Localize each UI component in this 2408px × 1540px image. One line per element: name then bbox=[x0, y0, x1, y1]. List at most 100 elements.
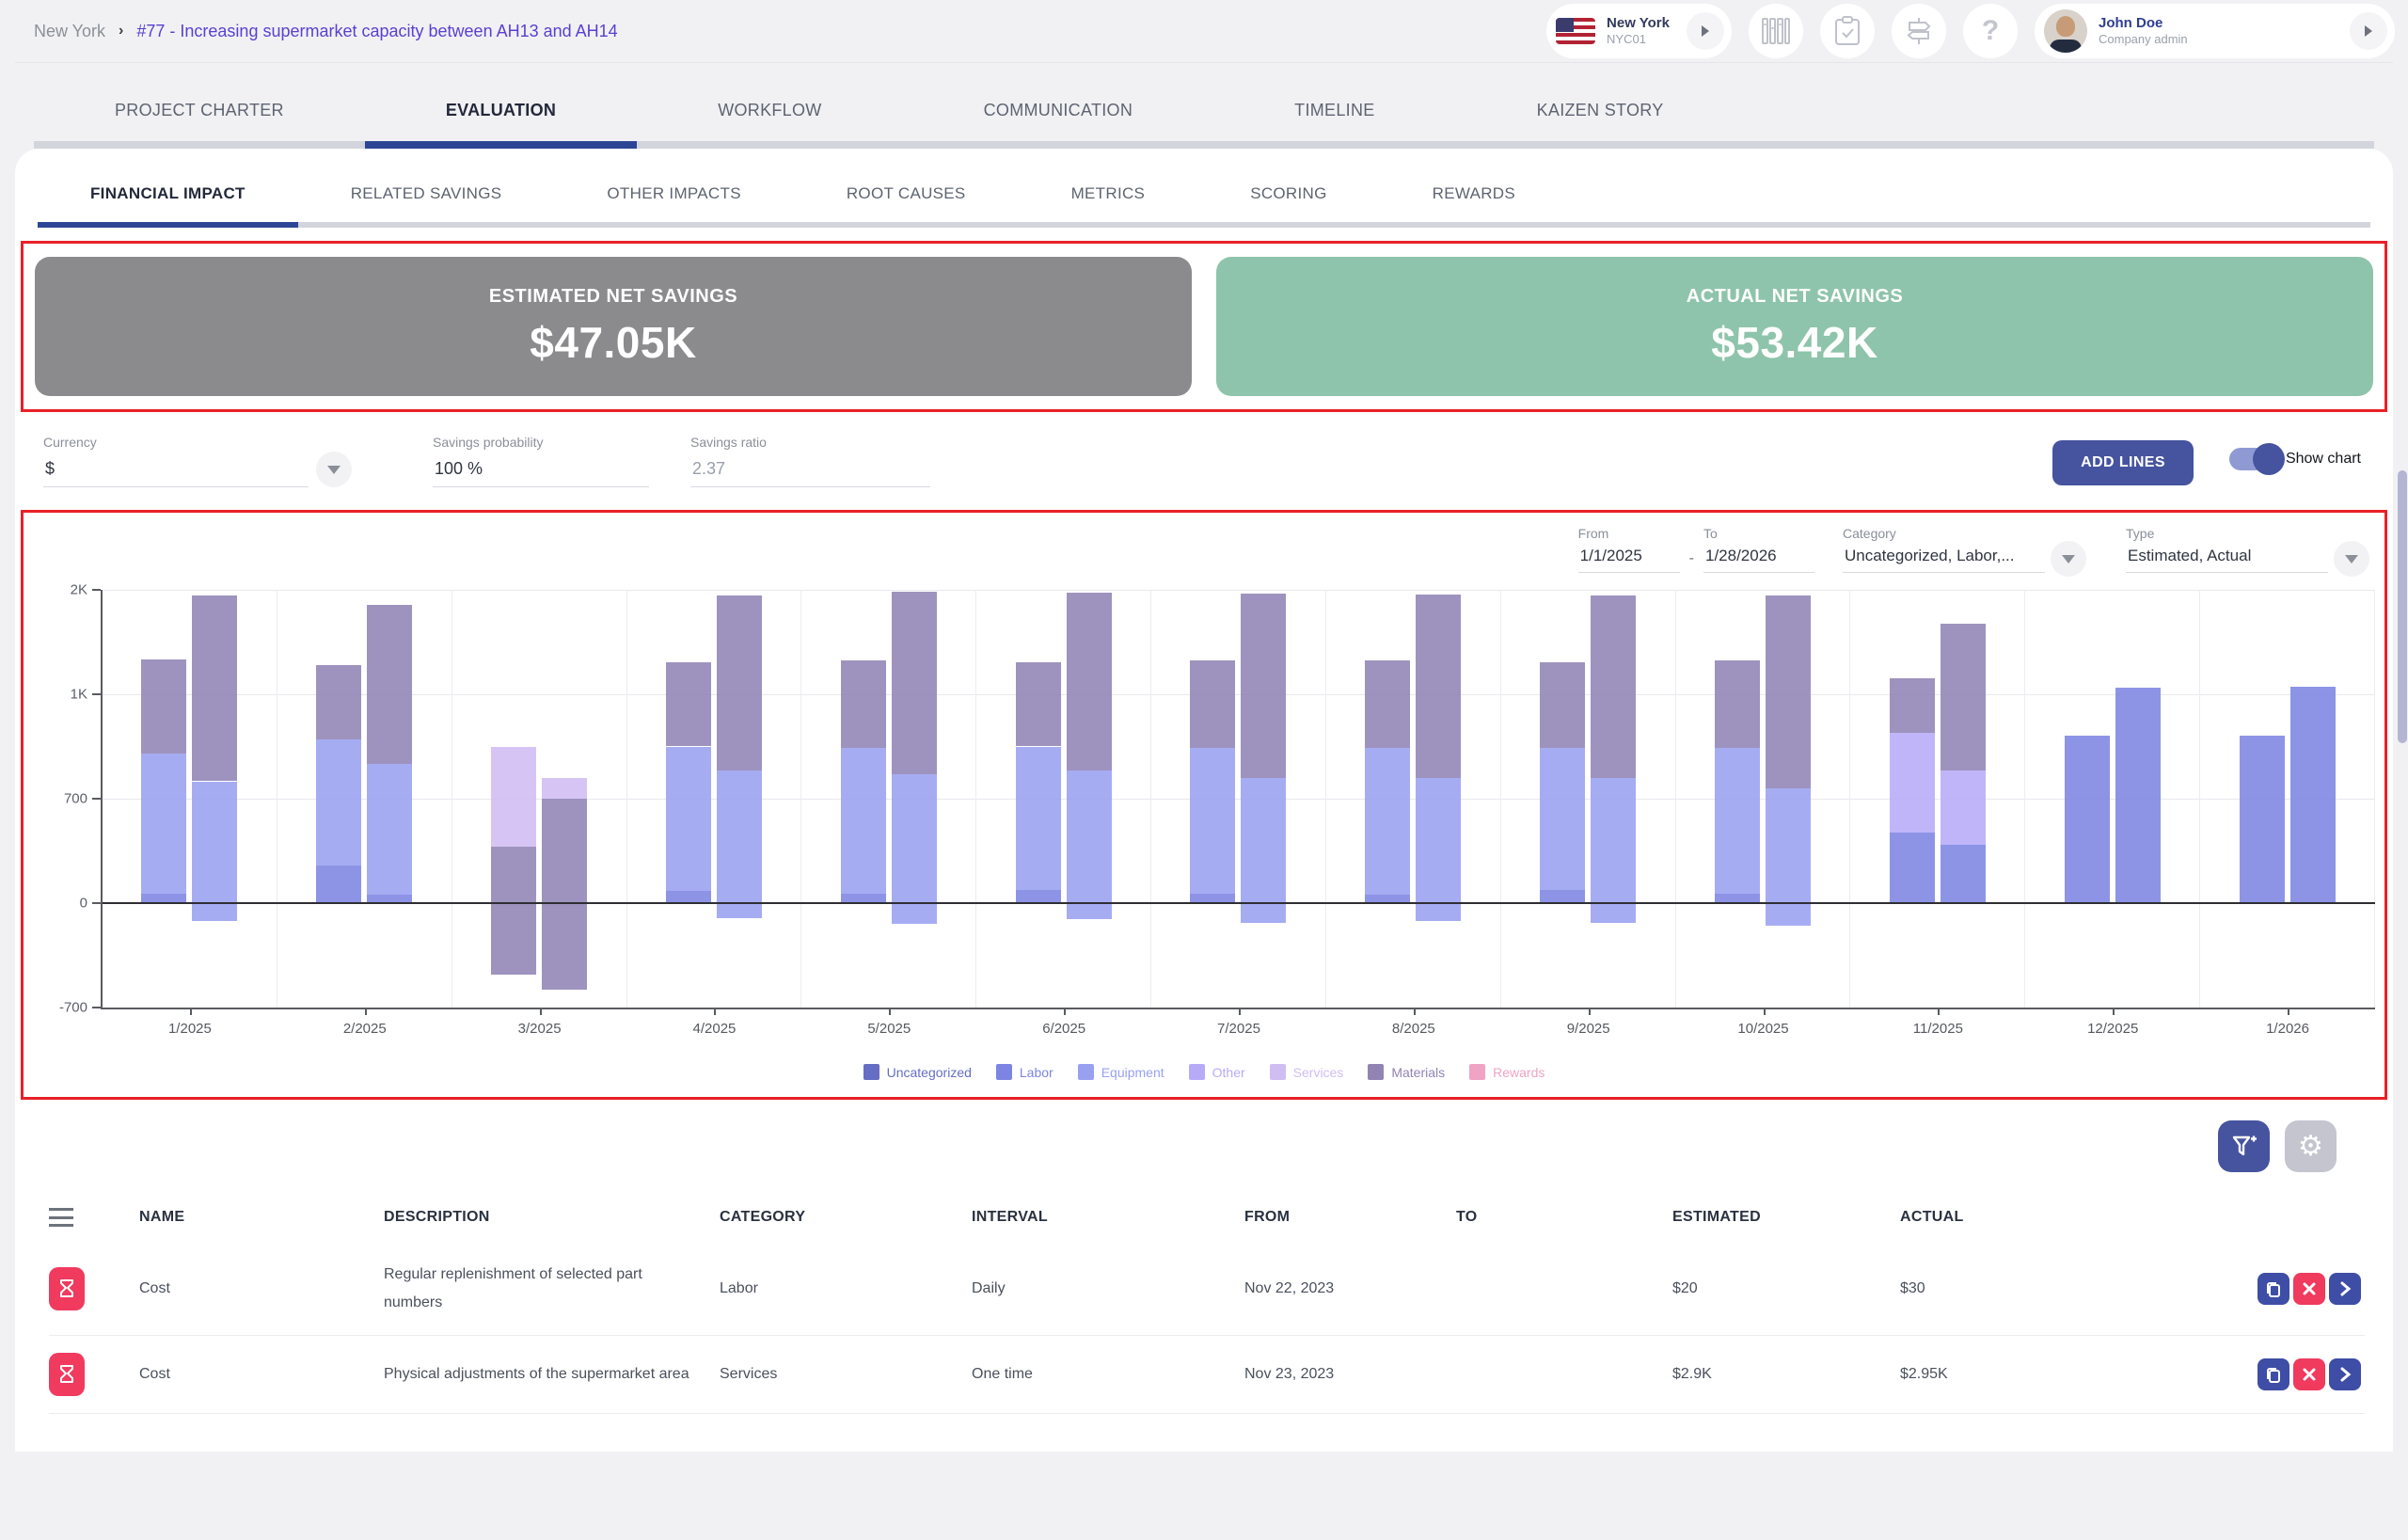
cell-name: Cost bbox=[139, 1280, 384, 1297]
legend-item-materials[interactable]: Materials bbox=[1368, 1064, 1445, 1080]
chart-plot-area bbox=[101, 590, 2375, 1008]
currency-select[interactable]: $ bbox=[43, 455, 309, 487]
breadcrumb-root[interactable]: New York bbox=[34, 22, 105, 41]
help-icon: ? bbox=[1982, 15, 1999, 47]
main-tab-project-charter[interactable]: PROJECT CHARTER bbox=[34, 101, 365, 149]
help-button[interactable]: ? bbox=[1963, 4, 2018, 58]
chart-y-axis: 2K1K7000-700 bbox=[33, 590, 101, 1008]
site-selector[interactable]: New York NYC01 bbox=[1546, 4, 1732, 58]
legend-label: Other bbox=[1212, 1065, 1245, 1080]
type-dropdown-button[interactable] bbox=[2334, 541, 2369, 577]
sub-tab-related-savings[interactable]: RELATED SAVINGS bbox=[298, 184, 555, 228]
bar-segment-labor bbox=[1540, 890, 1585, 903]
delete-icon bbox=[2302, 1367, 2317, 1382]
table-menu-icon[interactable] bbox=[49, 1208, 73, 1227]
column-header-from: FROM bbox=[1244, 1209, 1456, 1226]
bar-segment-services bbox=[491, 747, 536, 847]
bar-segment-labor bbox=[316, 865, 361, 903]
open-row-button[interactable] bbox=[2329, 1358, 2361, 1390]
bar-segment-other bbox=[1890, 733, 1935, 834]
legend-item-uncategorized[interactable]: Uncategorized bbox=[863, 1064, 972, 1080]
tab-underline bbox=[298, 222, 555, 228]
estimated-bar bbox=[1365, 590, 1410, 1008]
x-axis-tick-mark bbox=[1764, 1008, 1766, 1015]
add-filter-button[interactable] bbox=[2218, 1120, 2270, 1172]
bar-segment-materials bbox=[892, 592, 937, 774]
open-row-button[interactable] bbox=[2329, 1273, 2361, 1305]
sub-tab-other-impacts[interactable]: OTHER IMPACTS bbox=[554, 184, 793, 228]
table-toolbar: ⚙ bbox=[15, 1100, 2393, 1172]
column-header-actual: ACTUAL bbox=[1900, 1209, 2119, 1226]
tasks-button[interactable] bbox=[1820, 4, 1875, 58]
legend-label: Services bbox=[1293, 1065, 1344, 1080]
main-tab-workflow[interactable]: WORKFLOW bbox=[637, 101, 902, 149]
cell-estimated: $2.9K bbox=[1672, 1366, 1900, 1383]
legend-swatch bbox=[996, 1064, 1012, 1080]
delete-row-button[interactable] bbox=[2293, 1273, 2325, 1305]
sub-tab-metrics[interactable]: METRICS bbox=[1019, 184, 1198, 228]
category-dropdown-button[interactable] bbox=[2051, 541, 2086, 577]
category-filter-select[interactable]: Uncategorized, Labor,... bbox=[1843, 545, 2045, 573]
bar-segment-equipment bbox=[1416, 778, 1461, 921]
bar-segment-labor bbox=[1941, 845, 1986, 903]
x-axis-label: 7/2025 bbox=[1151, 1008, 1326, 1049]
to-date-input[interactable]: 1/28/2026 bbox=[1703, 545, 1814, 573]
tab-label: TIMELINE bbox=[1213, 101, 1455, 141]
tab-underline bbox=[794, 222, 1019, 228]
directions-button[interactable] bbox=[1892, 4, 1946, 58]
sub-tab-scoring[interactable]: SCORING bbox=[1197, 184, 1379, 228]
legend-item-services[interactable]: Services bbox=[1270, 1064, 1344, 1080]
add-lines-button[interactable]: ADD LINES bbox=[2052, 440, 2194, 485]
estimated-bar bbox=[2065, 590, 2110, 1008]
tab-underline bbox=[365, 141, 637, 149]
sub-tab-root-causes[interactable]: ROOT CAUSES bbox=[794, 184, 1019, 228]
copy-icon bbox=[2265, 1280, 2282, 1297]
legend-item-equipment[interactable]: Equipment bbox=[1078, 1064, 1164, 1080]
savings-probability-input[interactable]: 100 % bbox=[433, 455, 649, 487]
show-chart-toggle[interactable] bbox=[2229, 448, 2284, 470]
scrollbar-thumb[interactable] bbox=[2398, 470, 2407, 743]
legend-item-labor[interactable]: Labor bbox=[996, 1064, 1054, 1080]
bar-segment-other bbox=[1941, 770, 1986, 845]
from-date-input[interactable]: 1/1/2025 bbox=[1578, 545, 1680, 573]
y-axis-tick-mark bbox=[92, 798, 101, 800]
main-tab-timeline[interactable]: TIMELINE bbox=[1213, 101, 1455, 149]
delete-row-button[interactable] bbox=[2293, 1358, 2325, 1390]
site-code: NYC01 bbox=[1607, 32, 1670, 47]
currency-dropdown-button[interactable] bbox=[316, 452, 352, 487]
table-settings-button[interactable]: ⚙ bbox=[2285, 1120, 2337, 1172]
user-expand-button[interactable] bbox=[2350, 12, 2387, 50]
chevron-right-icon bbox=[1700, 24, 1711, 39]
bar-segment-services bbox=[542, 778, 587, 799]
bar-segment-equipment bbox=[1365, 748, 1410, 895]
main-tab-communication[interactable]: COMMUNICATION bbox=[903, 101, 1214, 149]
main-tab-evaluation[interactable]: EVALUATION bbox=[365, 101, 637, 149]
legend-item-rewards[interactable]: Rewards bbox=[1469, 1064, 1545, 1080]
main-tab-kaizen-story[interactable]: KAIZEN STORY bbox=[1456, 101, 1745, 149]
chevron-down-icon bbox=[327, 466, 341, 474]
savings-ratio-label: Savings ratio bbox=[690, 435, 930, 450]
x-axis-label: 12/2025 bbox=[2025, 1008, 2200, 1049]
sub-tab-rewards[interactable]: REWARDS bbox=[1380, 184, 1568, 228]
copy-row-button[interactable] bbox=[2258, 1358, 2289, 1390]
copy-row-button[interactable] bbox=[2258, 1273, 2289, 1305]
type-filter-select[interactable]: Estimated, Actual bbox=[2126, 545, 2328, 573]
legend-item-other[interactable]: Other bbox=[1189, 1064, 1245, 1080]
user-menu[interactable]: John Doe Company admin bbox=[2035, 4, 2395, 58]
kanban-button[interactable] bbox=[1749, 4, 1803, 58]
estimated-net-savings-value: $47.05K bbox=[530, 317, 696, 368]
chart-filter-row: From 1/1/2025 - To 1/28/2026 Category Un… bbox=[24, 513, 2384, 580]
site-expand-button[interactable] bbox=[1687, 12, 1724, 50]
bar-group-1-2026 bbox=[2200, 590, 2375, 1008]
bar-segment-equipment bbox=[1766, 788, 1811, 926]
sub-tab-financial-impact[interactable]: FINANCIAL IMPACT bbox=[38, 184, 298, 228]
estimated-bar bbox=[666, 590, 711, 1008]
bar-segment-equipment bbox=[1241, 778, 1286, 923]
breadcrumb-current-project[interactable]: #77 - Increasing supermarket capacity be… bbox=[136, 22, 617, 41]
x-axis-label: 1/2025 bbox=[103, 1008, 277, 1049]
x-axis-tick-mark bbox=[2288, 1008, 2289, 1015]
site-name: New York bbox=[1607, 15, 1670, 33]
zero-axis-line bbox=[103, 902, 2375, 904]
bar-segment-equipment bbox=[367, 764, 412, 895]
actual-bar bbox=[2290, 590, 2336, 1008]
